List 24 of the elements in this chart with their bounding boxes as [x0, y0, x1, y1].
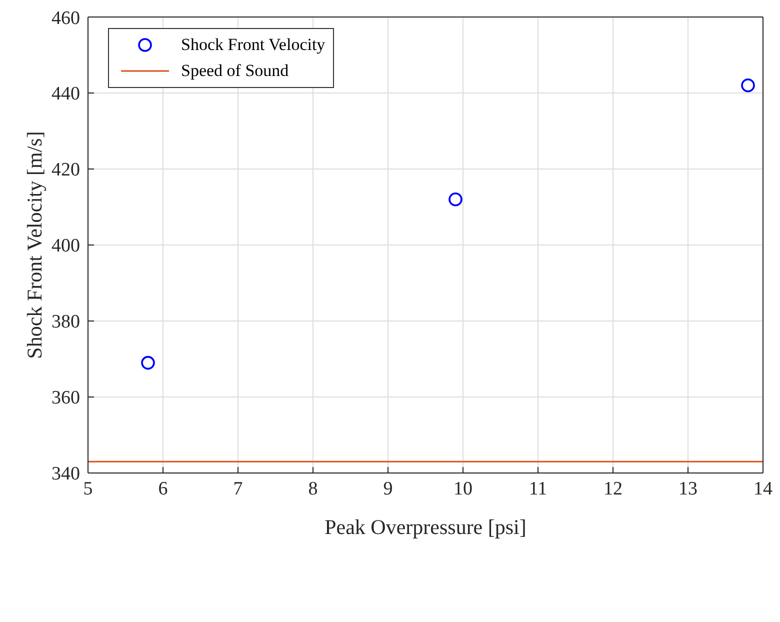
- point: [448, 192, 462, 206]
- y-tick-label: 400: [52, 236, 80, 257]
- y-tick-label: 360: [52, 388, 80, 409]
- y-tick-label: 460: [52, 8, 80, 29]
- x-axis-title: Peak Overpressure [psi]: [324, 514, 526, 539]
- x-tick-label: 5: [83, 478, 93, 500]
- y-tick-label: 380: [52, 312, 80, 333]
- x-tick-label: 14: [754, 478, 773, 500]
- y-axis-title: Shock Front Velocity [m/s]: [22, 131, 46, 359]
- x-tick-label: 9: [383, 478, 393, 500]
- x-tick-label: 12: [604, 478, 622, 500]
- point: [141, 356, 155, 370]
- x-tick-label: 10: [454, 478, 472, 500]
- legend-label: Speed of Sound: [181, 61, 289, 81]
- x-tick-label: 6: [158, 478, 168, 500]
- x-tick-label: 8: [308, 478, 318, 500]
- y-tick-label: 340: [52, 464, 80, 485]
- legend-label: Shock Front Velocity: [181, 35, 326, 55]
- x-tick-label: 13: [678, 478, 698, 500]
- x-tick-label: 11: [528, 478, 548, 500]
- point: [741, 78, 755, 92]
- x-tick-label: 7: [233, 478, 243, 500]
- y-tick-label: 420: [52, 160, 80, 181]
- y-tick-label: 440: [52, 84, 80, 105]
